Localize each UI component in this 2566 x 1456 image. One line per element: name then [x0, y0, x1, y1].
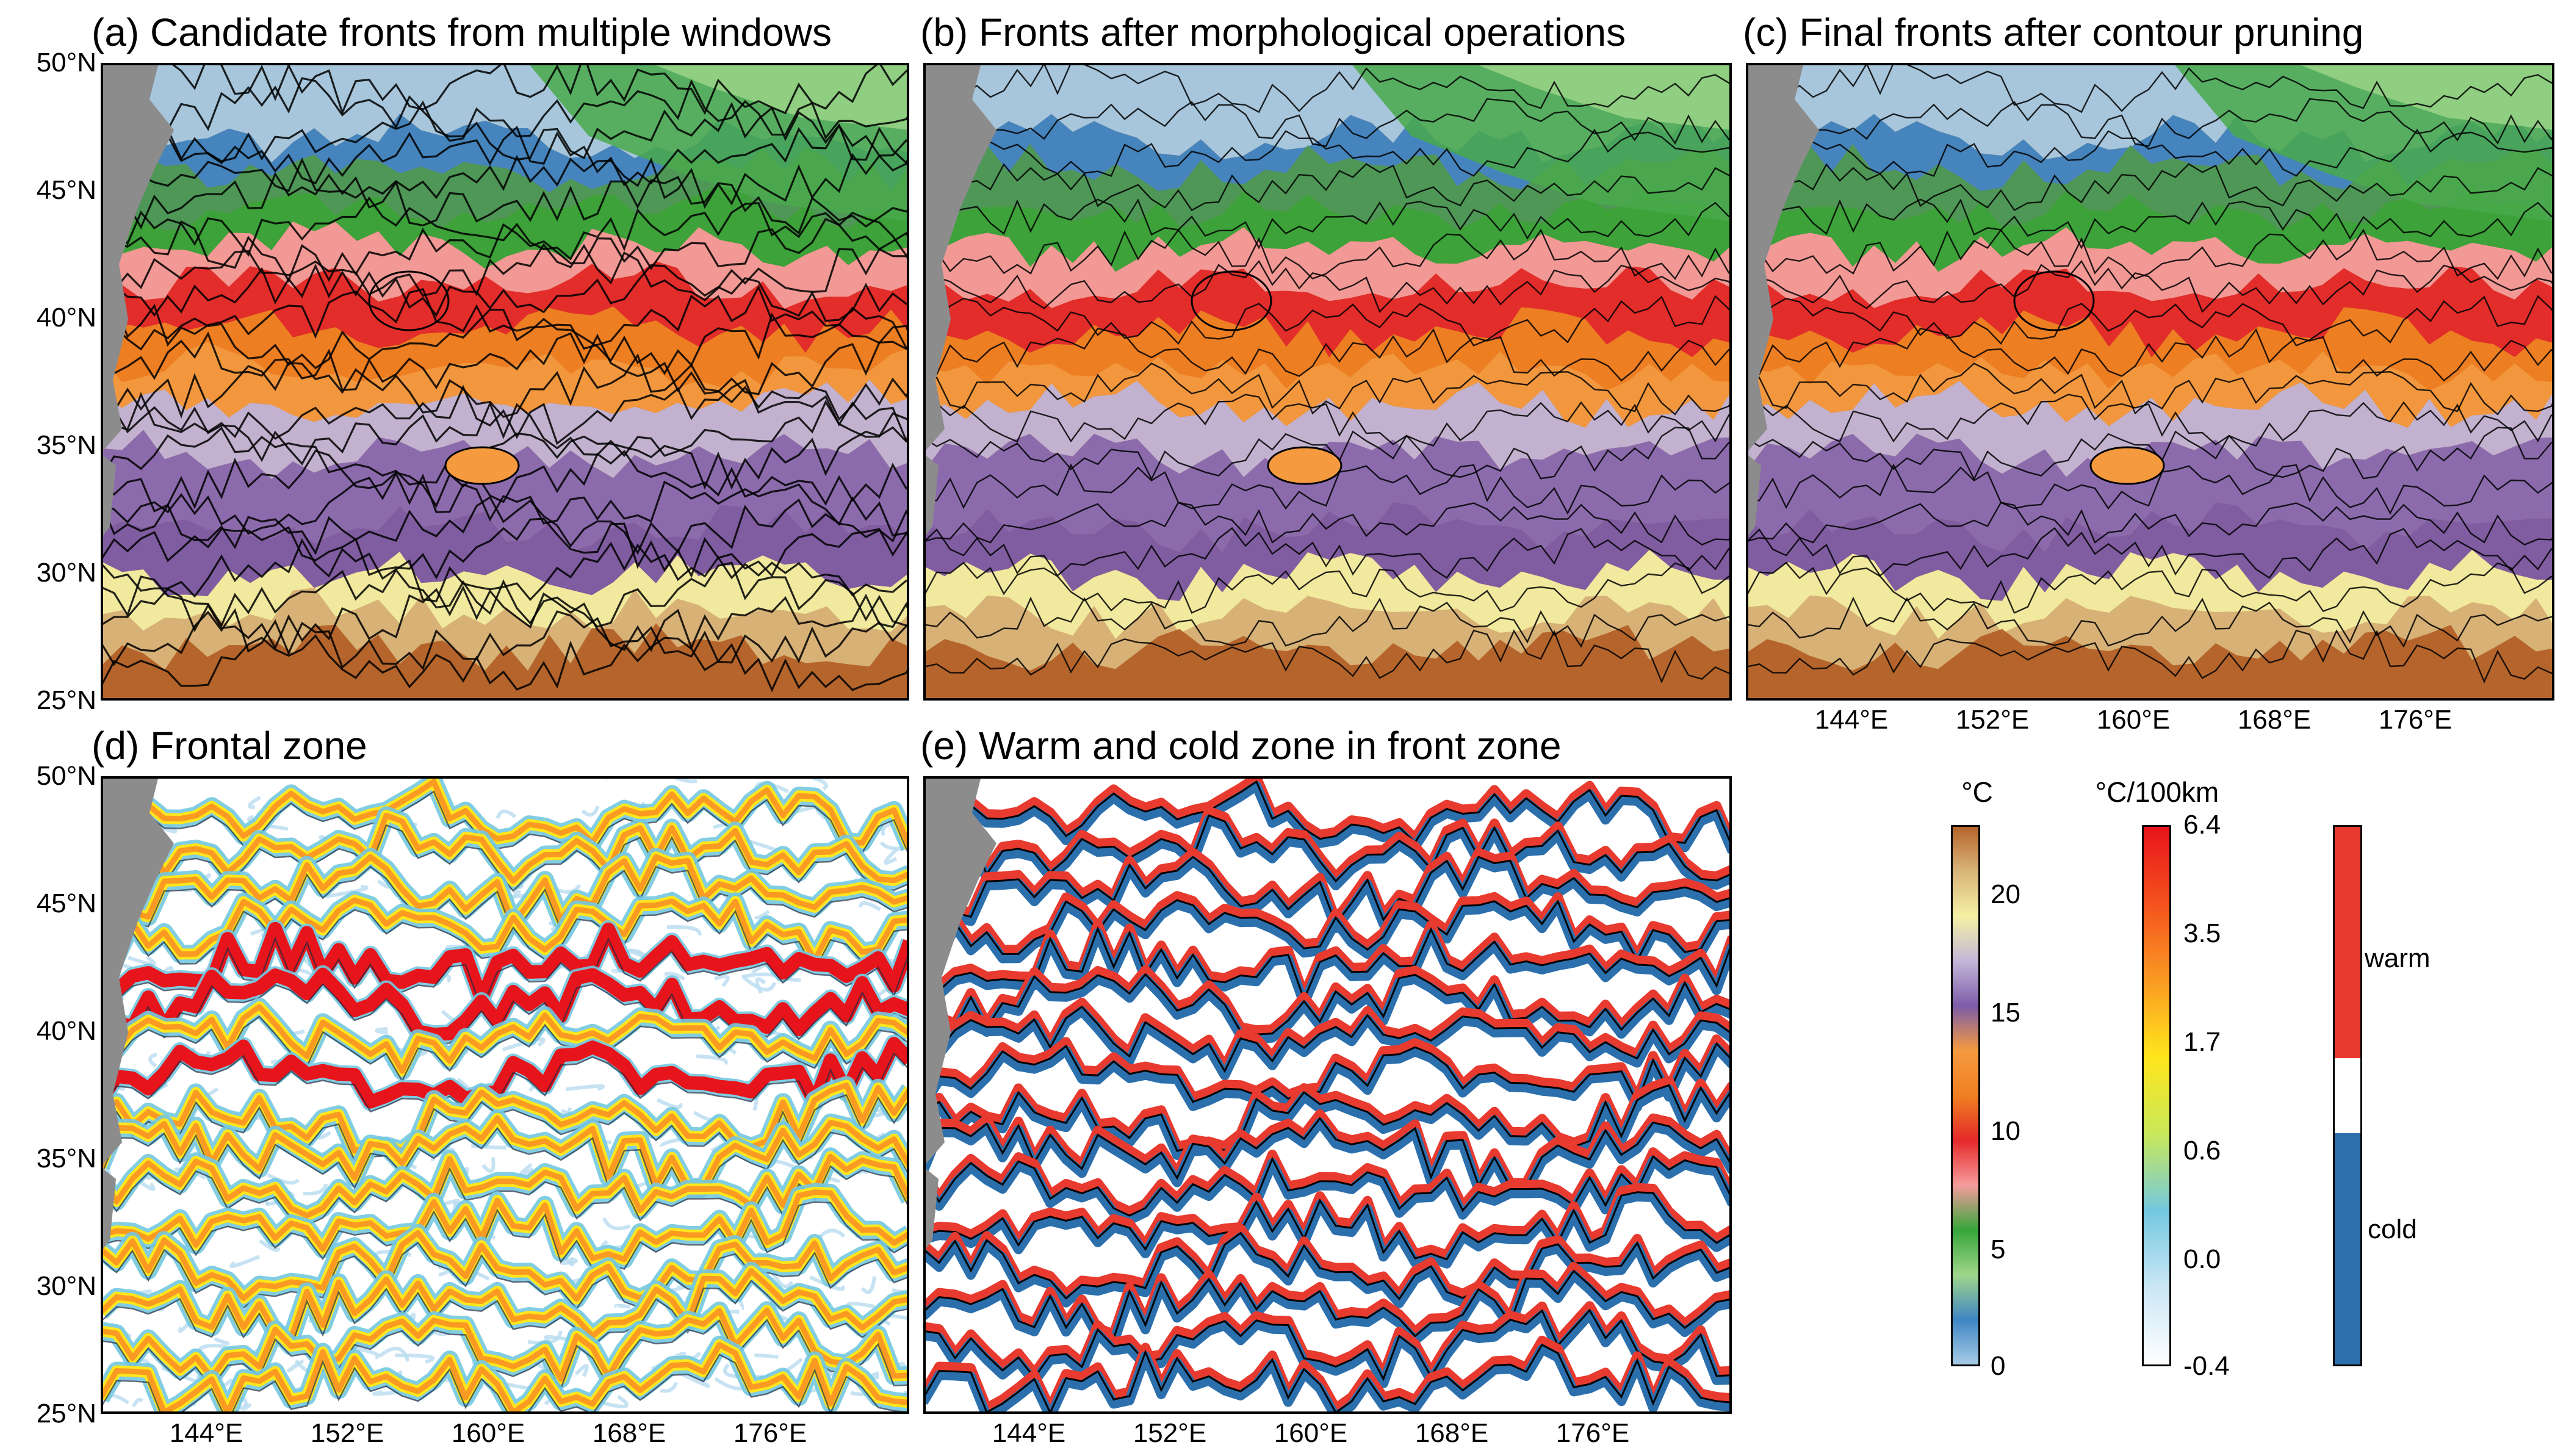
- lon-tick-d-152: 152°E: [310, 1418, 384, 1448]
- lon-tick-e-168: 168°E: [1415, 1418, 1489, 1448]
- zone-colorbar-label-cold: cold: [2368, 1214, 2417, 1244]
- panel-e-title: (e) Warm and cold zone in front zone: [920, 724, 1562, 768]
- lon-tick-d-160: 160°E: [451, 1418, 525, 1448]
- lat-tick-a-30: 30°N: [36, 558, 96, 588]
- gradient-colorbar-label--0.4: -0.4: [2183, 1351, 2230, 1381]
- lat-tick-a-45: 45°N: [36, 175, 96, 205]
- lon-tick-e-160: 160°E: [1274, 1418, 1348, 1448]
- lon-tick-d-168: 168°E: [592, 1418, 666, 1448]
- zone-colorbar-label-warm: warm: [2365, 943, 2431, 973]
- lat-tick-d-40: 40°N: [36, 1016, 96, 1046]
- lon-tick-c-160: 160°E: [2096, 705, 2171, 735]
- lon-tick-d-144: 144°E: [169, 1418, 243, 1448]
- lon-tick-d-176: 176°E: [733, 1418, 807, 1448]
- sst-colorbar-label-15: 15: [1991, 998, 2020, 1028]
- lon-tick-c-176: 176°E: [2378, 705, 2452, 735]
- gradient-colorbar: [2142, 825, 2171, 1366]
- lon-tick-e-152: 152°E: [1133, 1418, 1207, 1448]
- panel-b-title: (b) Fronts after morphological operation…: [920, 10, 1626, 54]
- lat-tick-d-30: 30°N: [36, 1271, 96, 1301]
- lon-tick-e-176: 176°E: [1555, 1418, 1630, 1448]
- lon-tick-c-144: 144°E: [1814, 705, 1889, 735]
- lat-tick-a-35: 35°N: [36, 430, 96, 460]
- sst-colorbar-label-5: 5: [1991, 1234, 2006, 1264]
- lat-tick-a-25: 25°N: [36, 685, 96, 715]
- zone-colorbar: [2333, 825, 2362, 1366]
- lat-tick-d-50: 50°N: [36, 761, 96, 791]
- panel-d-title: (d) Frontal zone: [92, 724, 367, 768]
- panel-b-map: [923, 63, 1732, 701]
- gradient-colorbar-label-3.5: 3.5: [2183, 918, 2221, 948]
- gradient-colorbar-label-1.7: 1.7: [2183, 1027, 2221, 1057]
- sst-colorbar-unit: °C: [1961, 776, 1993, 808]
- lat-tick-a-40: 40°N: [36, 303, 96, 333]
- lon-tick-c-152: 152°E: [1955, 705, 2030, 735]
- gradient-colorbar-label-6.4: 6.4: [2183, 810, 2221, 840]
- lon-tick-c-168: 168°E: [2237, 705, 2312, 735]
- panel-d-map: [101, 776, 909, 1414]
- sst-colorbar-label-0: 0: [1991, 1351, 2006, 1381]
- sst-colorbar-label-20: 20: [1991, 879, 2020, 909]
- sst-colorbar: [1951, 825, 1980, 1366]
- lat-tick-d-35: 35°N: [36, 1144, 96, 1173]
- lon-tick-e-144: 144°E: [992, 1418, 1066, 1448]
- gradient-colorbar-unit: °C/100km: [2095, 776, 2219, 808]
- panel-c-map: [1746, 63, 2554, 701]
- panel-a-title: (a) Candidate fronts from multiple windo…: [92, 10, 832, 54]
- lat-tick-a-50: 50°N: [36, 48, 96, 77]
- gradient-colorbar-label-0.0: 0.0: [2183, 1244, 2221, 1274]
- lat-tick-d-25: 25°N: [36, 1399, 96, 1429]
- panel-a-map: [101, 63, 909, 701]
- gradient-colorbar-label-0.6: 0.6: [2183, 1136, 2221, 1166]
- panel-e-map: [923, 776, 1732, 1414]
- panel-c-title: (c) Final fronts after contour pruning: [1743, 10, 2364, 54]
- sst-colorbar-label-10: 10: [1991, 1116, 2020, 1146]
- lat-tick-d-45: 45°N: [36, 888, 96, 918]
